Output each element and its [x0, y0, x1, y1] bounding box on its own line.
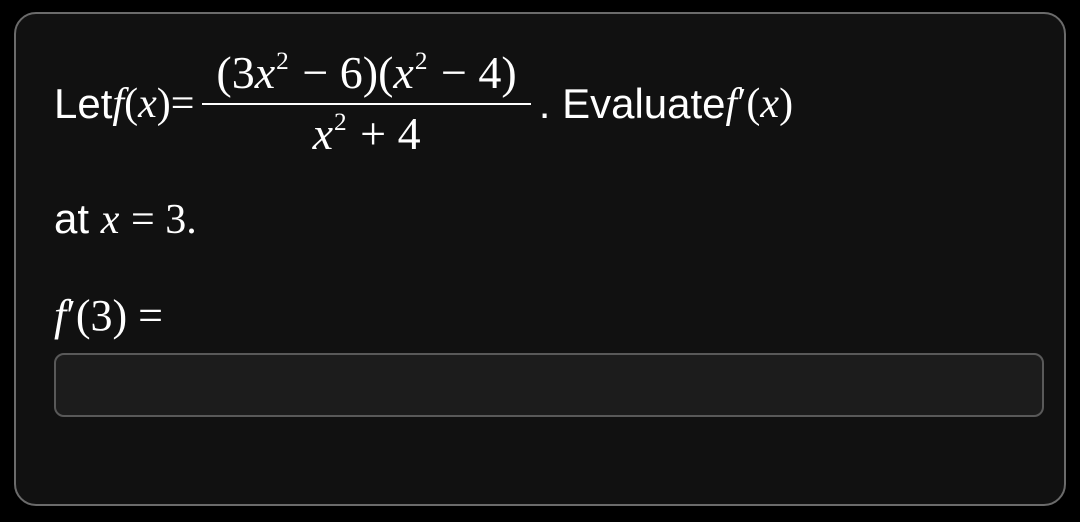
fraction-denominator: x2 + 4 — [299, 105, 435, 164]
open-paren-2: ( — [746, 80, 760, 128]
problem-card: Let f ( x ) = (3x2 − 6)(x2 − 4) x2 + 4 .… — [14, 12, 1066, 506]
close-paren-2: ) — [779, 80, 793, 128]
answer-lhs: f′(3) = — [54, 290, 1026, 341]
func-f: f — [112, 80, 124, 128]
fraction: (3x2 − 6)(x2 − 4) x2 + 4 — [202, 44, 530, 163]
equals-1: = — [171, 80, 195, 128]
var-x-1: x — [138, 80, 157, 128]
fprime-f: f — [726, 80, 738, 128]
open-paren-1: ( — [124, 80, 138, 128]
answer-input[interactable] — [54, 353, 1044, 417]
var-x-2: x — [760, 80, 779, 128]
problem-line-1: Let f ( x ) = (3x2 − 6)(x2 − 4) x2 + 4 .… — [54, 44, 1026, 163]
var-x-3: x — [101, 197, 120, 243]
let-text: Let — [54, 80, 112, 128]
at-equals-3: = 3. — [131, 197, 197, 243]
fprime-prime: ′ — [737, 80, 746, 128]
fraction-numerator: (3x2 − 6)(x2 − 4) — [202, 44, 530, 103]
problem-line-2: at x = 3. — [54, 195, 1026, 244]
close-paren-1: ) — [157, 80, 171, 128]
period-evaluate: . Evaluate — [539, 80, 726, 128]
at-text: at — [54, 195, 101, 242]
